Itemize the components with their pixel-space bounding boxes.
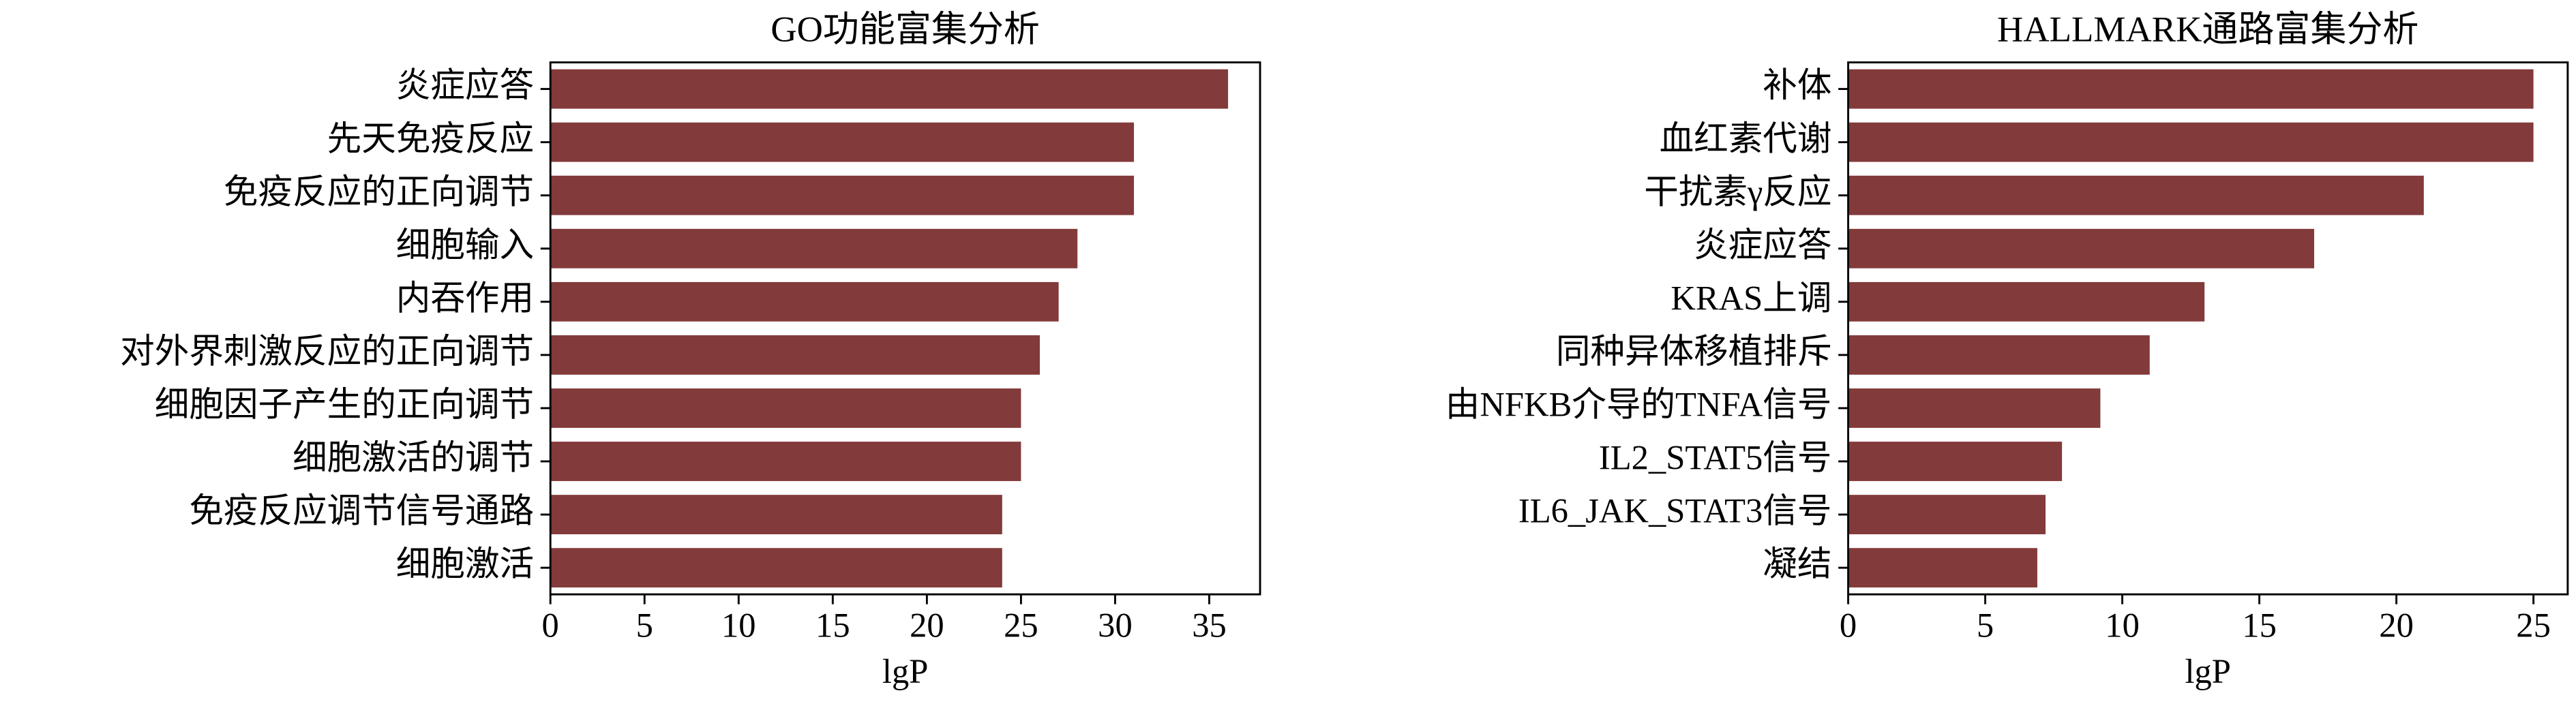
y-tick-label: 先天免疫反应 [327, 119, 534, 157]
bar [550, 495, 1002, 534]
x-tick-label: 15 [2242, 606, 2277, 644]
y-tick-label: 补体 [1763, 66, 1831, 104]
y-tick-label: IL2_STAT5信号 [1599, 439, 1832, 477]
y-tick-label: 内吞作用 [396, 279, 534, 317]
x-tick-label: 20 [910, 606, 944, 644]
bar [1848, 122, 2534, 162]
bar [550, 388, 1021, 428]
y-tick-label: 凝结 [1763, 545, 1831, 583]
x-tick-label: 35 [1192, 606, 1227, 644]
bar [1848, 281, 2205, 322]
x-tick-label: 10 [2105, 606, 2140, 644]
bar [550, 548, 1002, 588]
y-tick-label: 干扰素γ反应 [1644, 172, 1831, 211]
bar [550, 69, 1229, 109]
plot-frame [1847, 61, 2569, 596]
x-tick-label: 30 [1098, 606, 1133, 644]
y-tick-label: 对外界刺激反应的正向调节 [120, 333, 534, 371]
bar [550, 122, 1135, 162]
x-tick-label: 0 [1840, 606, 1857, 644]
y-tick-label: 细胞输入 [396, 226, 534, 264]
y-tick-label: 炎症应答 [396, 66, 534, 104]
x-tick-label: 15 [815, 606, 850, 644]
x-tick-label: 10 [721, 606, 756, 644]
bar [550, 175, 1135, 215]
x-tick-label: 20 [2379, 606, 2414, 644]
bar [550, 228, 1078, 268]
plot-frame [549, 61, 1261, 596]
y-tick-label: 炎症应答 [1694, 226, 1831, 264]
x-tick-label: 25 [1004, 606, 1038, 644]
y-tick-label: 由NFKB介导的TNFA信号 [1446, 386, 1832, 424]
y-tick-label: 同种异体移植排斥 [1556, 333, 1832, 371]
chart-title: HALLMARK通路富集分析 [1997, 10, 2418, 49]
bar [1848, 335, 2150, 375]
bar [1848, 548, 2037, 588]
y-tick-label: 血红素代谢 [1660, 119, 1832, 157]
bar [550, 442, 1021, 481]
bar [1848, 388, 2101, 428]
x-tick-label: 25 [2516, 606, 2551, 644]
x-tick-label: 5 [1977, 606, 1994, 644]
y-tick-label: KRAS上调 [1671, 279, 1831, 317]
bar [550, 281, 1059, 322]
chart-title: GO功能富集分析 [770, 10, 1040, 49]
y-tick-label: 免疫反应的正向调节 [224, 172, 534, 211]
bar [1848, 228, 2314, 268]
y-tick-label: 细胞激活的调节 [293, 439, 534, 477]
x-tick-label: 0 [542, 606, 559, 644]
bar [550, 335, 1040, 375]
x-axis-label: lgP [2185, 652, 2230, 690]
y-tick-label: 细胞因子产生的正向调节 [155, 386, 534, 424]
bar [1848, 442, 2063, 481]
bar [1848, 175, 2424, 215]
x-axis-label: lgP [882, 652, 928, 690]
y-tick-label: 细胞激活 [396, 545, 534, 583]
bar [1848, 495, 2046, 534]
bar [1848, 69, 2534, 109]
y-tick-label: IL6_JAK_STAT3信号 [1518, 492, 1832, 530]
y-tick-label: 免疫反应调节信号通路 [189, 492, 534, 530]
x-tick-label: 5 [636, 606, 653, 644]
